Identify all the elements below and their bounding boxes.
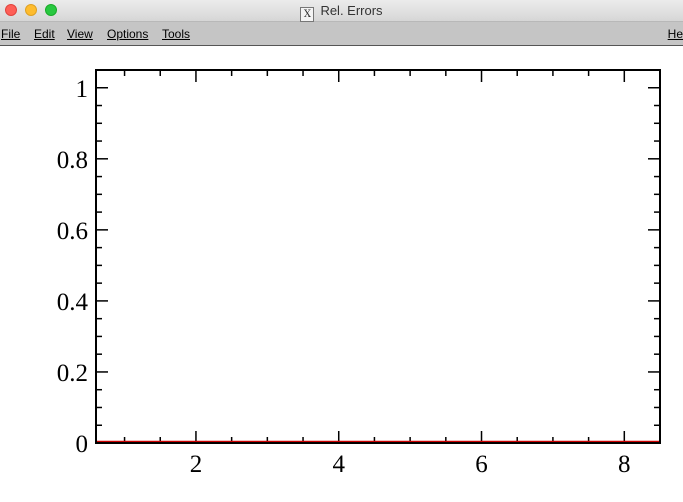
- zoom-window-button[interactable]: [45, 4, 57, 16]
- x-tick-label: 2: [190, 451, 203, 478]
- window-title: Rel. Errors: [320, 3, 383, 18]
- window-title-group: X Rel. Errors: [0, 3, 683, 22]
- x-tick-label: 4: [332, 451, 345, 478]
- y-tick-label: 0: [76, 431, 89, 458]
- menu-options[interactable]: Options: [107, 27, 149, 41]
- y-tick-label: 1: [76, 76, 89, 103]
- menu-bar: File Edit View Options Tools He: [0, 22, 683, 46]
- y-tick-label: 0.8: [57, 147, 88, 174]
- title-bar: X Rel. Errors: [0, 0, 683, 22]
- menu-tools[interactable]: Tools: [162, 27, 191, 41]
- x-tick-label: 8: [618, 451, 631, 478]
- plot-frame: [95, 69, 661, 444]
- menu-help[interactable]: He: [667, 27, 683, 41]
- menu-edit[interactable]: Edit: [34, 27, 55, 41]
- menu-view[interactable]: View: [67, 27, 93, 41]
- x-window-icon: X: [300, 7, 315, 22]
- y-tick-label: 0.6: [57, 218, 88, 245]
- y-tick-label: 0.2: [57, 360, 88, 387]
- x-tick-label: 6: [475, 451, 488, 478]
- menu-file[interactable]: File: [1, 27, 21, 41]
- close-window-button[interactable]: [5, 4, 17, 16]
- rel-errors-plot: 0 0.2 0.4 0.6 0.8 1 2 4 6 8: [57, 69, 661, 478]
- y-tick-label: 0.4: [57, 289, 89, 316]
- minimize-window-button[interactable]: [25, 4, 37, 16]
